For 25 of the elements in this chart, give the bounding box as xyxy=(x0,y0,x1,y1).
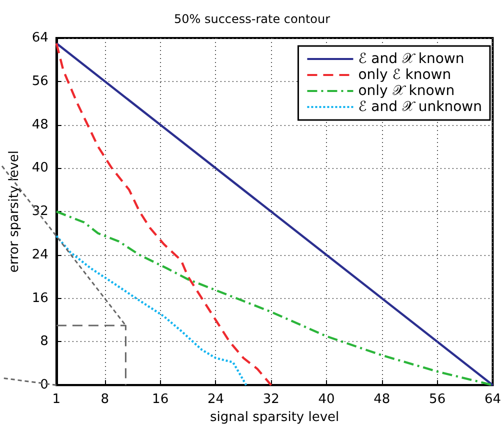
y-tick-label: 48 xyxy=(32,117,48,132)
y-axis-title: error sparsity level xyxy=(7,150,22,273)
y-tick-label: 8 xyxy=(40,334,48,350)
legend-label: only 𝒳 known xyxy=(358,83,455,99)
y-tick-label: 40 xyxy=(32,160,48,176)
y-tick-label: 16 xyxy=(32,290,48,306)
y-tick-label: 56 xyxy=(32,74,48,89)
y-tick-label: 24 xyxy=(32,247,48,262)
line-series xyxy=(55,42,272,386)
x-tick-label: 16 xyxy=(152,392,169,408)
legend-label: ℰ and 𝒳 known xyxy=(358,51,464,67)
x-axis-title: signal sparsity level xyxy=(210,410,340,425)
x-tick-label: 32 xyxy=(262,392,280,408)
x-tick-label: 1 xyxy=(52,392,61,408)
x-tick-label: 56 xyxy=(429,392,446,408)
x-tick-label: 64 xyxy=(484,392,501,408)
chart-title: 50% success-rate contour xyxy=(174,12,330,26)
x-tick-label: 40 xyxy=(318,392,335,408)
x-tick-label: 48 xyxy=(374,392,390,408)
legend-label: ℰ and 𝒳 unknown xyxy=(358,99,482,115)
x-tick-label: 8 xyxy=(100,392,110,408)
x-tick-label: 24 xyxy=(207,392,224,408)
line-series xyxy=(55,234,248,386)
y-tick-label: 64 xyxy=(32,30,48,46)
legend-label: only ℰ known xyxy=(358,67,452,83)
